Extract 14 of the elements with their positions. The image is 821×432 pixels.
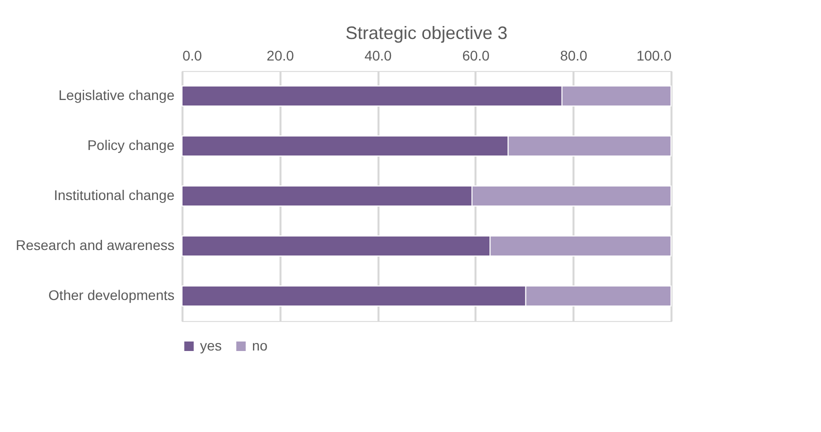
y-tick-label: Policy change [87, 137, 175, 153]
y-tick-label: Legislative change [58, 87, 175, 103]
y-tick-label: Institutional change [54, 187, 175, 203]
x-tick-label: 0.0 [182, 48, 202, 64]
x-tick-label: 20.0 [266, 48, 294, 64]
y-tick-label: Research and awareness [16, 237, 174, 253]
x-tick-label: 40.0 [364, 48, 392, 64]
x-tick-label: 60.0 [462, 48, 490, 64]
legend-label: no [252, 337, 268, 354]
chart-title: Strategic objective 3 [345, 23, 508, 43]
x-tick-label: 100.0 [636, 48, 672, 64]
y-tick-label: Other developments [48, 287, 174, 303]
legend-label: yes [200, 337, 222, 354]
x-tick-label: 80.0 [560, 48, 588, 64]
